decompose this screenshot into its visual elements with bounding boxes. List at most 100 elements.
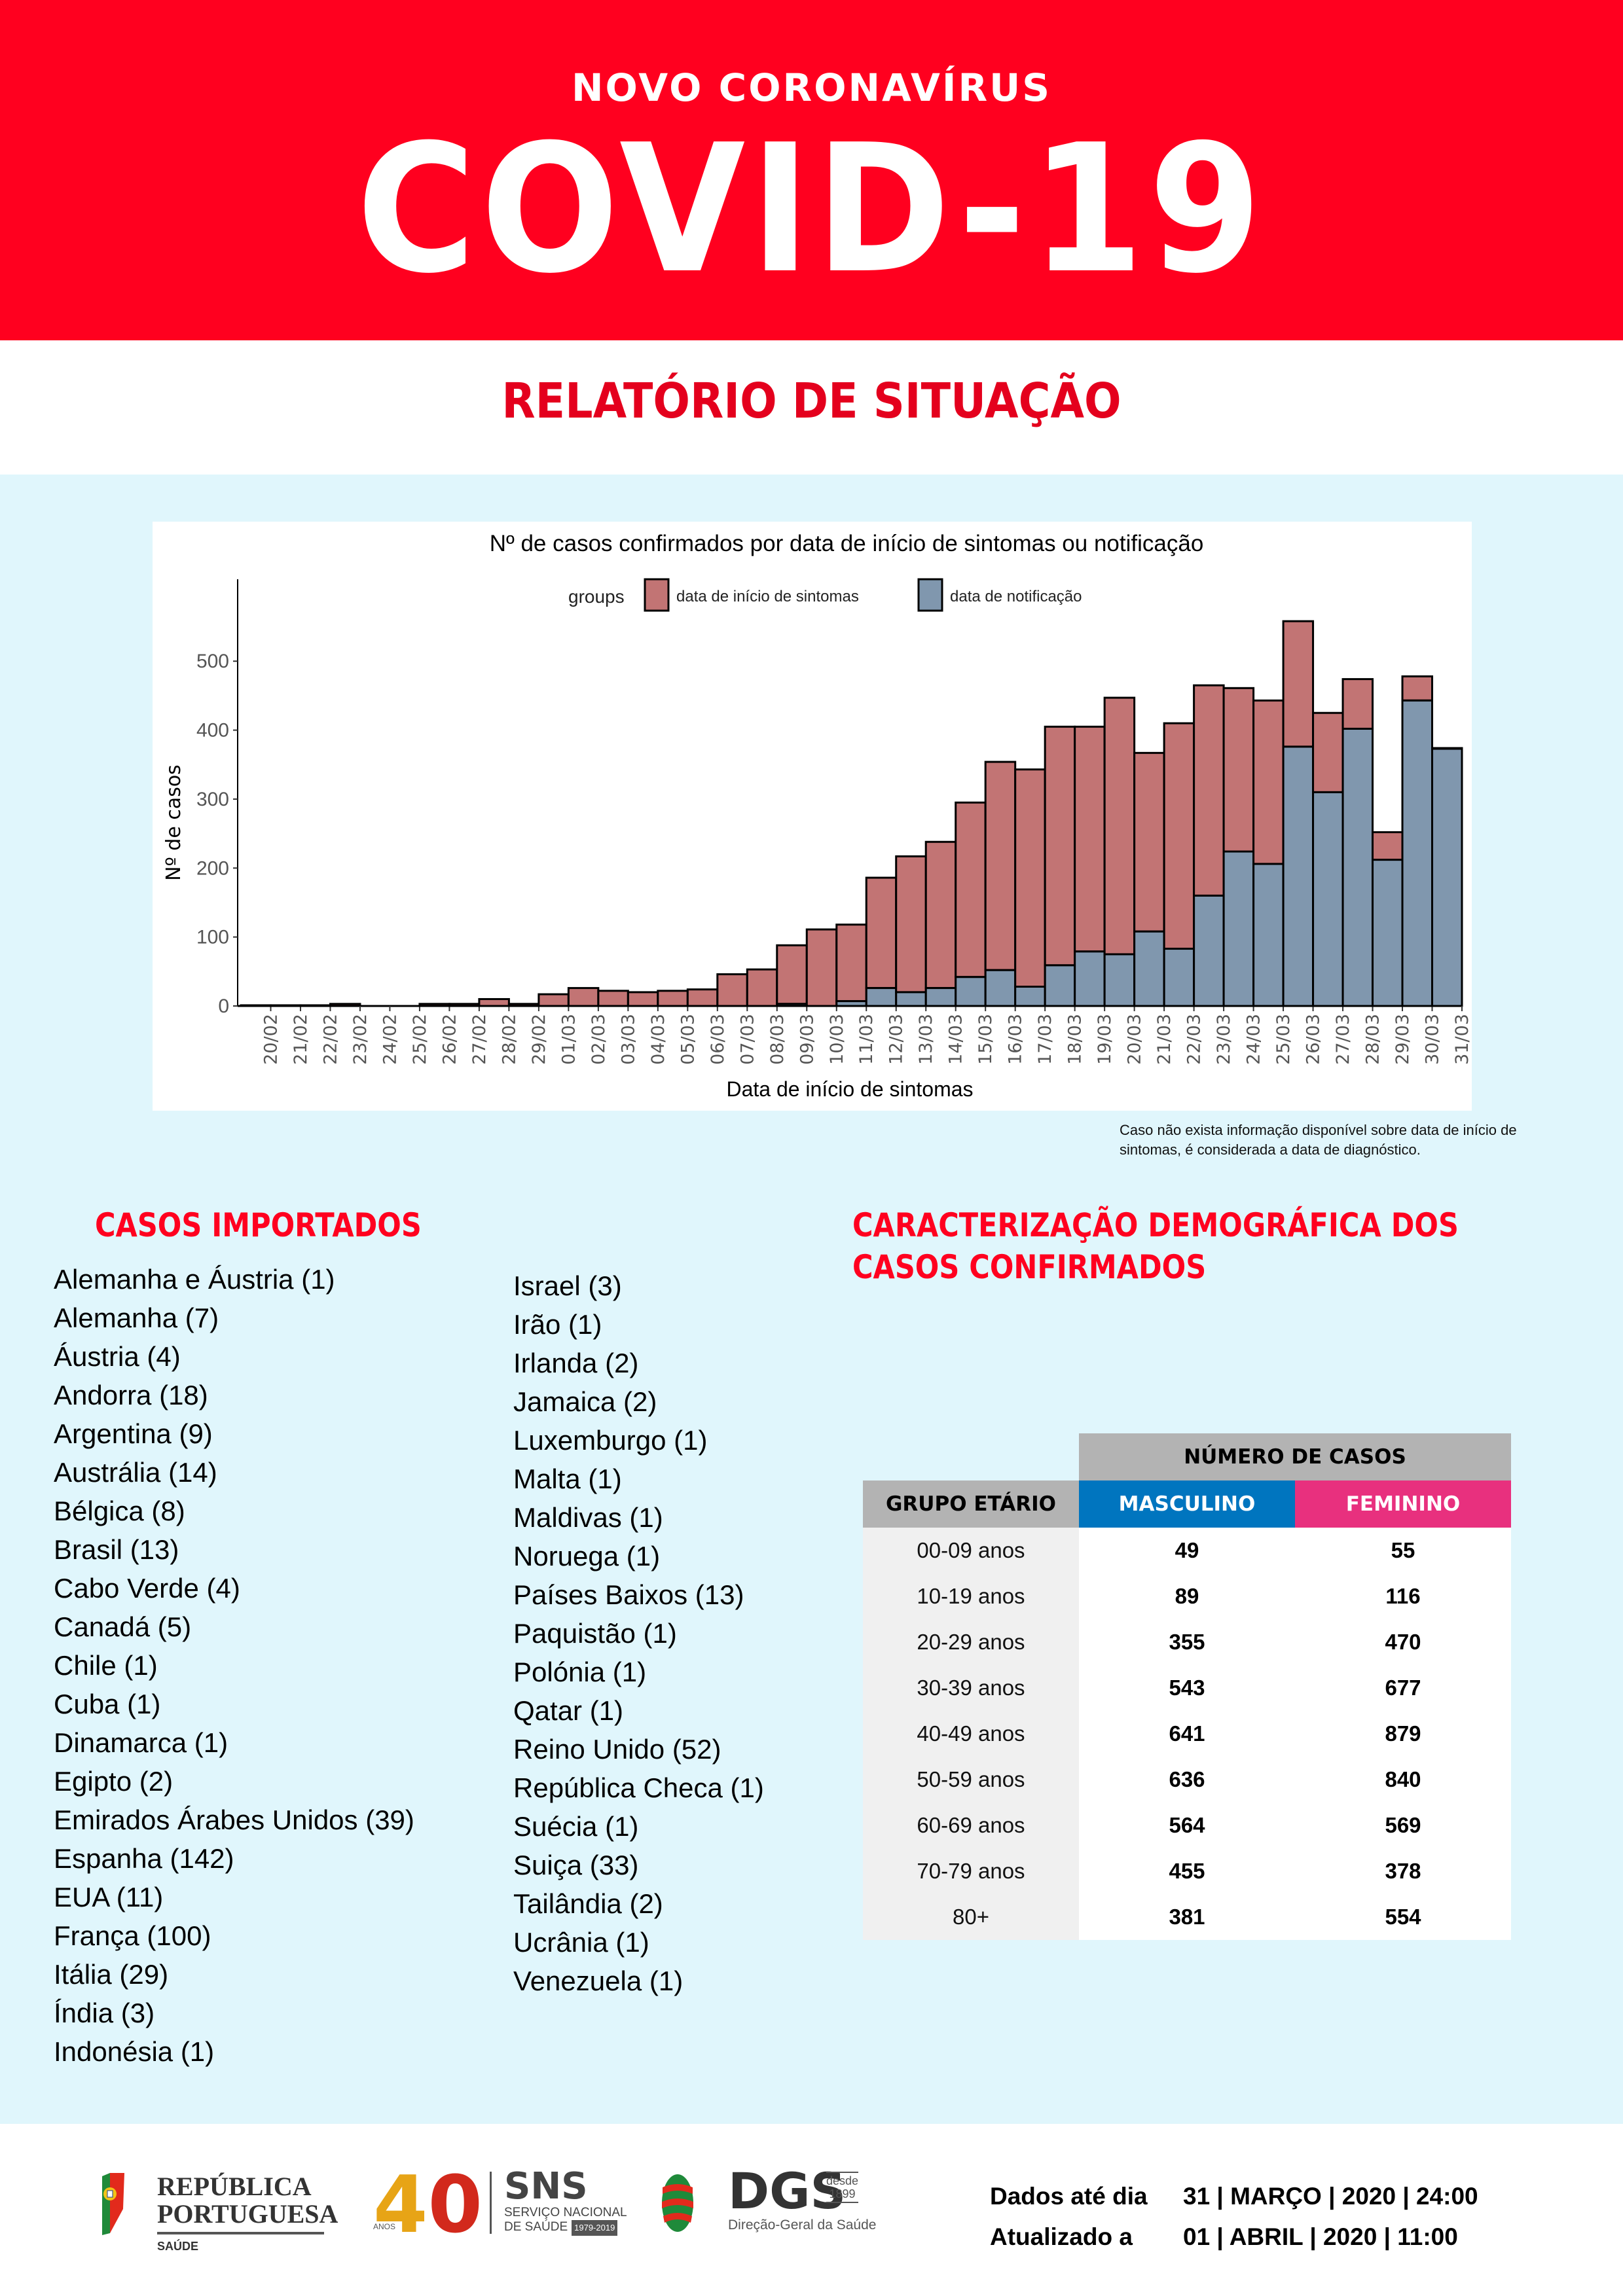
x-tick-label: 28/03 (1363, 1014, 1383, 1065)
female-count-cell: 554 (1295, 1894, 1511, 1940)
imported-country-item: Israel (3) (513, 1270, 622, 1301)
rp-divider (157, 2232, 324, 2234)
bar-symptoms-24-03 (1222, 687, 1255, 853)
sns-divider (490, 2172, 492, 2234)
updated-value: 01 | ABRIL | 2020 | 11:00 (1183, 2223, 1458, 2250)
female-count-cell: 569 (1295, 1803, 1511, 1848)
header-title: COVID-19 (356, 106, 1267, 312)
legend-swatch-notification (917, 578, 943, 612)
x-tick-label: 09/03 (797, 1014, 817, 1065)
bar-notification-09-03 (776, 1003, 808, 1007)
female-count-cell: 116 (1295, 1573, 1511, 1619)
x-tick-label: 18/03 (1065, 1014, 1085, 1065)
x-tick-label: 27/03 (1333, 1014, 1353, 1065)
male-count-cell: 641 (1079, 1711, 1295, 1757)
y-tick-label: 300 (196, 789, 229, 810)
header-banner: NOVO CORONAVÍRUS COVID-19 (0, 0, 1623, 340)
age-group-cell: 10-19 anos (863, 1573, 1079, 1619)
bar-symptoms-10-03 (805, 928, 838, 1007)
imported-country-item: Alemanha (7) (54, 1302, 219, 1333)
x-tick-label: 19/03 (1095, 1014, 1115, 1065)
imported-country-item: Irão (1) (513, 1309, 602, 1340)
x-tick-label: 29/03 (1393, 1014, 1413, 1065)
imported-country-item: Cabo Verde (4) (54, 1573, 240, 1604)
bar-symptoms-22-02 (299, 1004, 331, 1007)
x-tick-label: 04/03 (648, 1014, 668, 1065)
imported-country-item: Paquistão (1) (513, 1618, 677, 1649)
x-tick-label: 23/02 (350, 1014, 371, 1065)
x-tick-label: 23/03 (1214, 1014, 1234, 1065)
bar-symptoms-22-03 (1163, 722, 1195, 950)
imported-country-item: Jamaica (2) (513, 1386, 657, 1417)
data-until-label: Dados até dia (990, 2183, 1148, 2210)
bar-notification-22-03 (1163, 948, 1195, 1007)
bar-notification-27-03 (1312, 791, 1344, 1007)
bar-symptoms-15-03 (955, 801, 987, 978)
bar-symptoms-29-02 (507, 1003, 540, 1007)
x-tick-label: 24/03 (1244, 1014, 1264, 1065)
imported-countries-col1: Alemanha e Áustria (1) Alemanha (7) Áustri… (54, 1260, 414, 2071)
female-count-cell: 840 (1295, 1757, 1511, 1803)
x-tick-label: 08/03 (767, 1014, 788, 1065)
imported-country-item: Venezuela (1) (513, 1965, 684, 1996)
demographics-title-line1: CARACTERIZAÇÃO DEMOGRÁFICA DOS (852, 1206, 1459, 1244)
imported-country-item: Bélgica (8) (54, 1496, 185, 1526)
sns-logo: SNS SERVIÇO NACIONAL DE SAÚDE 1979-2019 (504, 2168, 627, 2236)
female-count-cell: 55 (1295, 1528, 1511, 1573)
female-count-cell: 378 (1295, 1848, 1511, 1894)
y-tick-label: 200 (196, 857, 229, 879)
imported-country-item: Cuba (1) (54, 1689, 161, 1719)
bar-notification-30-03 (1401, 699, 1434, 1007)
bar-notification-25-03 (1252, 863, 1285, 1007)
bar-symptoms-30-03 (1401, 675, 1434, 702)
imported-country-item: Qatar (1) (513, 1695, 624, 1726)
male-count-cell: 89 (1079, 1573, 1295, 1619)
bar-notification-13-03 (895, 991, 927, 1007)
imported-country-item: Chile (1) (54, 1650, 158, 1681)
bar-symptoms-27-03 (1312, 711, 1344, 793)
x-tick-label: 22/02 (320, 1014, 340, 1065)
bar-notification-21-03 (1133, 930, 1165, 1007)
bar-symptoms-14-03 (924, 840, 957, 990)
x-tick-label: 21/03 (1154, 1014, 1175, 1065)
imported-country-item: Áustria (4) (54, 1341, 181, 1372)
y-tick-label: 0 (218, 996, 229, 1017)
header-female: FEMININO (1295, 1480, 1511, 1528)
male-count-cell: 381 (1079, 1894, 1295, 1940)
demographics-row: 70-79 anos 455 378 (863, 1848, 1511, 1894)
bar-notification-18-03 (1044, 964, 1076, 1007)
imported-country-item: Indonésia (1) (54, 2036, 215, 2067)
legend-label-notification: data de notificação (950, 588, 1082, 605)
imported-country-item: Noruega (1) (513, 1541, 661, 1571)
age-group-cell: 20-29 anos (863, 1619, 1079, 1665)
bar-symptoms-04-03 (627, 991, 659, 1007)
imported-country-item: Austrália (14) (54, 1457, 217, 1488)
bar-notification-12-03 (865, 987, 898, 1007)
bar-symptoms-01-03 (538, 993, 570, 1007)
x-tick-label: 14/03 (946, 1014, 966, 1065)
x-tick-label: 29/02 (529, 1014, 549, 1065)
header-male: MASCULINO (1079, 1480, 1295, 1528)
imported-country-item: Canadá (5) (54, 1611, 192, 1642)
x-tick-label: 01/03 (558, 1014, 579, 1065)
rp-line1: REPÚBLICA (157, 2172, 312, 2201)
age-group-cell: 70-79 anos (863, 1848, 1079, 1894)
bar-notification-23-03 (1193, 894, 1225, 1007)
sns-40-digit-4: 4 (373, 2160, 428, 2251)
bar-symptoms-26-02 (418, 1003, 450, 1007)
imported-country-item: Andorra (18) (54, 1380, 208, 1410)
imported-countries-col2: Israel (3) Irão (1) Irlanda (2) Jamaica (2)… (513, 1266, 764, 2000)
imported-country-item: Suécia (1) (513, 1811, 639, 1842)
updated-label: Atualizado a (990, 2223, 1133, 2250)
y-tick-label: 100 (196, 927, 229, 948)
bar-notification-11-03 (835, 1000, 867, 1007)
imported-country-item: Irlanda (2) (513, 1348, 639, 1378)
dgs-subtitle: Direção-Geral da Saúde (728, 2217, 877, 2233)
age-group-cell: 60-69 anos (863, 1803, 1079, 1848)
imported-country-item: Espanha (142) (54, 1843, 234, 1874)
imported-country-item: Suiça (33) (513, 1850, 639, 1880)
male-count-cell: 543 (1079, 1665, 1295, 1711)
male-count-cell: 355 (1079, 1619, 1295, 1665)
bar-symptoms-23-03 (1193, 684, 1225, 897)
dgs-since-badge: desde 1899 (826, 2172, 859, 2203)
